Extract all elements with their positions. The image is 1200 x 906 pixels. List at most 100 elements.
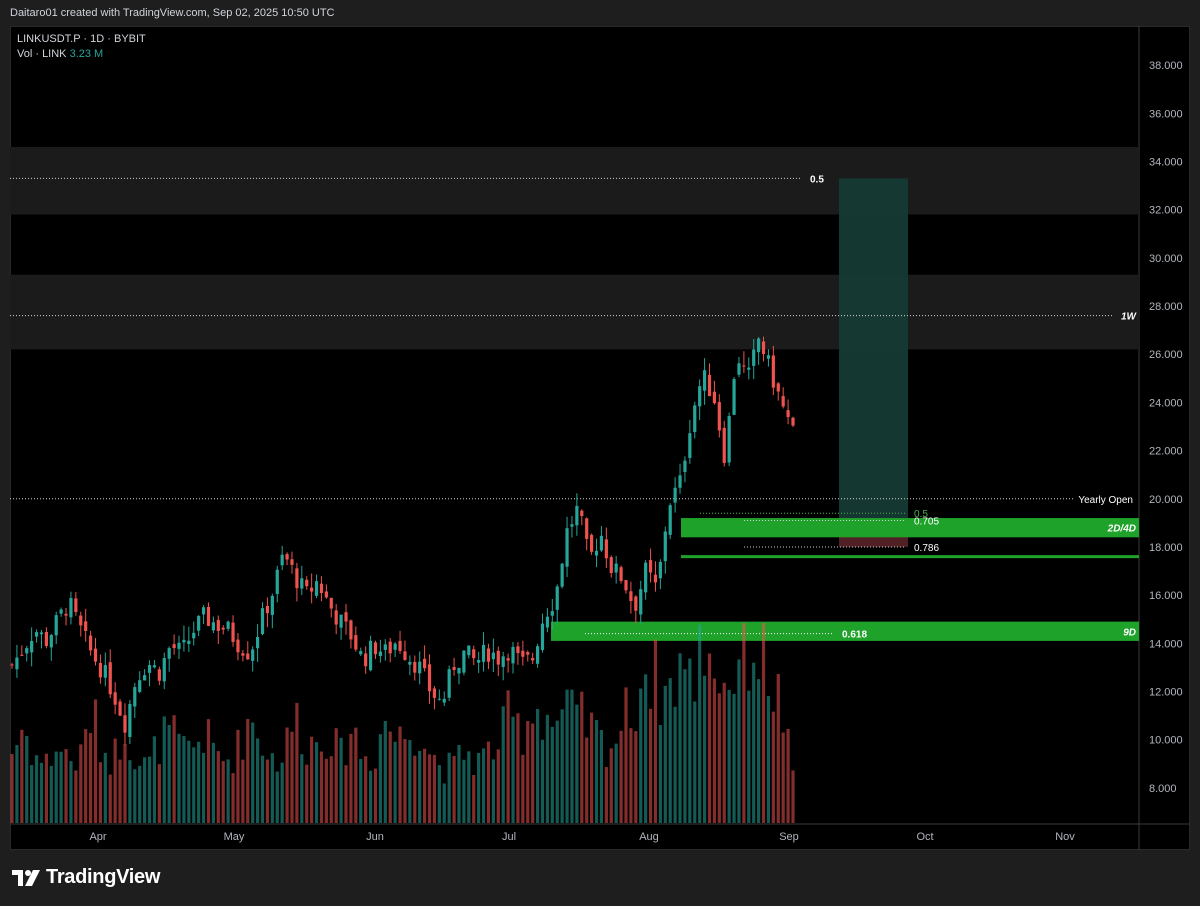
- candle-body: [521, 650, 525, 657]
- volume-bar: [15, 745, 19, 823]
- volume-bar: [447, 752, 451, 823]
- y-tick-label: 16.000: [1149, 590, 1183, 602]
- y-tick-label: 12.000: [1149, 687, 1183, 699]
- volume-bar: [295, 702, 299, 823]
- candle-body: [545, 616, 550, 628]
- candle-body: [98, 662, 103, 678]
- volume-bar: [329, 756, 333, 823]
- candle-body: [162, 658, 166, 682]
- volume-bar: [698, 624, 702, 823]
- candle-body: [560, 563, 564, 587]
- candle-body: [467, 645, 471, 656]
- volume-bar: [545, 714, 550, 823]
- candle-body: [481, 644, 486, 662]
- volume-bar: [702, 675, 707, 823]
- candle-body: [550, 611, 554, 616]
- volume-bar: [747, 690, 751, 823]
- volume-bar: [427, 754, 432, 823]
- volume-bar: [30, 765, 34, 823]
- volume-bar: [20, 729, 24, 823]
- candle-body: [629, 591, 633, 602]
- tradingview-logo[interactable]: TradingView: [12, 866, 160, 889]
- candle-body: [25, 648, 29, 654]
- candle-body: [260, 608, 265, 635]
- candle-body: [668, 505, 672, 535]
- candle-body: [531, 658, 535, 661]
- volume-bar: [752, 662, 756, 823]
- volume-bar: [511, 716, 515, 823]
- candle-body: [359, 651, 363, 655]
- volume-bar: [290, 731, 294, 823]
- volume-bar: [580, 691, 584, 823]
- candle-body: [555, 586, 559, 610]
- volume-label: Vol · LINK: [17, 48, 67, 60]
- candle-body: [766, 355, 771, 359]
- candle-body: [688, 433, 692, 458]
- zone-9d: [551, 621, 1139, 641]
- candle-body: [712, 391, 717, 404]
- volume-bar: [334, 728, 338, 823]
- volume-bar: [152, 736, 157, 823]
- volume-bar: [590, 712, 594, 823]
- candle-body: [757, 338, 761, 353]
- volume-bar: [319, 751, 324, 823]
- candle-body: [604, 539, 608, 559]
- y-tick-label: 32.000: [1149, 205, 1183, 217]
- candle-body: [138, 680, 142, 692]
- candle-body: [683, 460, 687, 473]
- candle-body: [752, 349, 756, 366]
- volume-bar: [491, 759, 495, 823]
- chart-legend: LINKUSDT.P · 1D · BYBIT Vol · LINK 3.23 …: [17, 32, 146, 62]
- volume-bar: [668, 678, 672, 823]
- y-tick-label: 26.000: [1149, 349, 1183, 361]
- fib-0705-label: 0.705: [914, 516, 939, 527]
- volume-bar: [108, 774, 112, 823]
- volume-bar: [560, 709, 564, 823]
- volume-value: 3.23 M: [69, 48, 104, 60]
- candle-body: [108, 662, 112, 695]
- candle-body: [496, 650, 500, 665]
- volume-bar: [39, 762, 44, 823]
- volume-bar: [585, 737, 589, 823]
- candle-body: [206, 607, 211, 626]
- candle-body: [285, 554, 289, 560]
- candle-body: [619, 567, 623, 581]
- candle-body: [418, 661, 422, 674]
- volume-bar: [201, 752, 206, 823]
- candle-body: [152, 665, 157, 668]
- volume-bar: [167, 724, 171, 823]
- candle-body: [624, 580, 628, 591]
- volume-bar: [742, 623, 746, 823]
- volume-bar: [732, 693, 736, 823]
- candle-body: [177, 642, 181, 649]
- volume-bar: [84, 729, 88, 823]
- volume-bar: [521, 754, 525, 823]
- y-tick-label: 38.000: [1149, 60, 1183, 72]
- volume-bar: [673, 706, 677, 823]
- volume-bar: [49, 765, 53, 823]
- volume-bar: [226, 759, 230, 823]
- x-tick-label: Jul: [502, 831, 516, 843]
- candle-body: [388, 641, 392, 654]
- volume-bar: [413, 755, 417, 823]
- fib-0786-label: 0.786: [914, 543, 939, 554]
- y-tick-label: 30.000: [1149, 253, 1183, 265]
- candle-body: [197, 615, 201, 631]
- volume-bar: [88, 733, 93, 823]
- volume-bar: [766, 695, 771, 823]
- volume-bar: [123, 744, 127, 823]
- candle-body: [423, 658, 427, 669]
- volume-bar: [550, 726, 554, 823]
- y-tick-label: 24.000: [1149, 397, 1183, 409]
- candle-body: [457, 667, 461, 674]
- volume-bar: [113, 738, 117, 823]
- candle-body: [462, 650, 466, 673]
- fib-top-label: 0.5: [810, 174, 824, 185]
- y-tick-label: 8.000: [1149, 783, 1177, 795]
- candle-body: [771, 355, 775, 388]
- volume-bar: [64, 749, 68, 823]
- candle-body: [477, 659, 481, 663]
- volume-bar: [457, 744, 461, 823]
- volume-bar: [644, 674, 648, 823]
